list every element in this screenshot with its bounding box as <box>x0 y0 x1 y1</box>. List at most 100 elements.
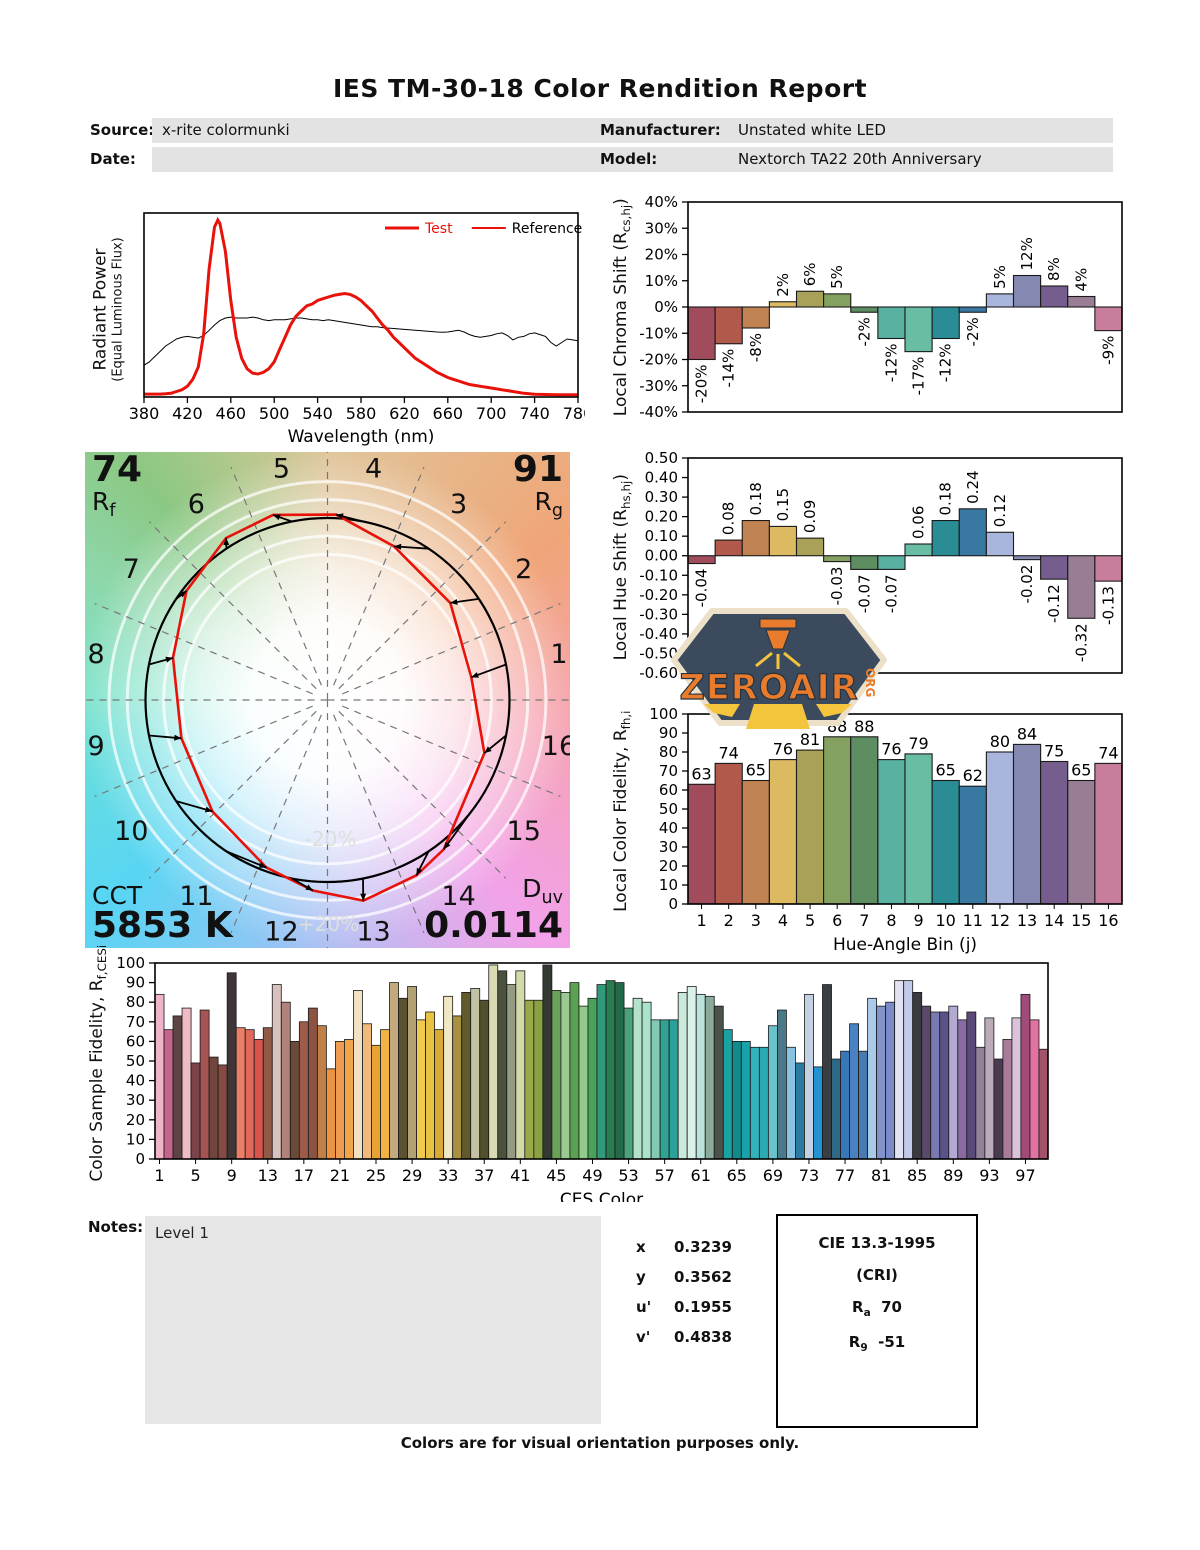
bar-69 <box>767 1025 778 1160</box>
svg-text:12%: 12% <box>1018 237 1036 270</box>
bar-1 <box>687 555 716 565</box>
footer-disclaimer: Colors are for visual orientation purpos… <box>400 1434 800 1452</box>
bar-89 <box>948 1005 959 1160</box>
svg-text:420: 420 <box>172 404 203 423</box>
bar-71 <box>786 1046 796 1160</box>
svg-text:-12%: -12% <box>937 344 955 383</box>
bar-80 <box>867 997 878 1160</box>
bar-7 <box>850 736 879 905</box>
bar-7 <box>850 555 879 570</box>
guide-circle <box>162 534 493 866</box>
bar-78 <box>849 1023 859 1160</box>
bar-86 <box>921 1005 932 1160</box>
svg-text:100: 100 <box>649 705 678 723</box>
bar-35 <box>461 992 472 1160</box>
svg-text:-17%: -17% <box>910 357 928 396</box>
svg-text:-0.03: -0.03 <box>828 567 846 606</box>
svg-text:740: 740 <box>519 404 550 423</box>
bar-79 <box>858 1050 868 1160</box>
svg-text:380: 380 <box>129 404 160 423</box>
page-title: IES TM-30-18 Color Rendition Report <box>332 74 868 103</box>
cri-title: CIE 13.3-1995 <box>818 1234 936 1252</box>
svg-text:33: 33 <box>438 1166 458 1185</box>
bar-92 <box>975 1046 986 1160</box>
svg-text:30: 30 <box>126 1091 145 1109</box>
svg-text:0.12: 0.12 <box>991 494 1009 527</box>
bar-70 <box>776 1009 787 1160</box>
bar-3 <box>741 306 770 329</box>
bar-56 <box>650 1019 661 1160</box>
bar-44 <box>542 964 553 1160</box>
bar-14 <box>1040 555 1069 580</box>
bin-label-1: 1 <box>550 639 567 670</box>
svg-text:540: 540 <box>302 404 333 423</box>
bar-6 <box>823 293 852 308</box>
svg-text:-0.10: -0.10 <box>639 566 678 584</box>
svg-text:63: 63 <box>691 764 711 783</box>
svg-text:65: 65 <box>936 761 956 780</box>
svg-text:84: 84 <box>1017 724 1037 743</box>
bar-5 <box>795 537 825 557</box>
bar-25 <box>371 1044 381 1160</box>
bar-10 <box>931 779 960 905</box>
svg-text:65: 65 <box>727 1166 747 1185</box>
svg-text:80: 80 <box>990 732 1010 751</box>
svg-text:-0.07: -0.07 <box>882 574 900 613</box>
svg-text:-0.13: -0.13 <box>1099 586 1117 625</box>
svg-text:85: 85 <box>907 1166 927 1185</box>
bar-15 <box>1067 779 1096 905</box>
bar-64 <box>722 1029 733 1160</box>
svg-text:500: 500 <box>259 404 290 423</box>
local-hue-shift-chart: -0.04 0.08 0.18 0.15 0.09 -0.03 -0.07 -0.07 0.06… <box>639 449 1123 682</box>
svg-text:81: 81 <box>800 730 820 749</box>
svg-text:41: 41 <box>510 1166 530 1185</box>
bin-label-13: 13 <box>356 916 390 947</box>
bar-54 <box>632 997 643 1160</box>
flashlight-icon <box>755 618 801 669</box>
bin-label-12: 12 <box>264 916 298 947</box>
bin-label-16: 16 <box>542 731 570 762</box>
svg-text:37: 37 <box>474 1166 494 1185</box>
bar-15 <box>1067 295 1096 308</box>
bar-13 <box>1012 743 1042 905</box>
bar-5 <box>795 290 825 308</box>
svg-text:100: 100 <box>116 954 145 972</box>
svg-text:-40%: -40% <box>639 403 678 421</box>
bar-73 <box>804 993 814 1160</box>
svg-text:12: 12 <box>990 911 1010 930</box>
svg-text:76: 76 <box>773 740 793 759</box>
bar-6 <box>823 555 852 563</box>
bar-13 <box>262 1027 273 1160</box>
plus20-label: +20% <box>298 912 359 936</box>
bar-16 <box>1094 306 1123 332</box>
manufacturer-label: Manufacturer: <box>600 121 721 139</box>
svg-text:-0.40: -0.40 <box>639 625 678 643</box>
ces-y-axis-label: Color Sample Fidelity, Rf,CESi <box>86 944 110 1182</box>
svg-text:-0.50: -0.50 <box>639 644 678 662</box>
bar-37 <box>479 999 490 1160</box>
svg-text:50: 50 <box>126 1052 145 1070</box>
bar-4 <box>181 1007 192 1160</box>
bar-12 <box>253 1039 264 1160</box>
bar-19 <box>316 1025 327 1160</box>
svg-text:-2%: -2% <box>855 317 873 346</box>
logo-beams <box>704 704 852 729</box>
svg-text:88: 88 <box>854 717 874 736</box>
bar-81 <box>876 1005 887 1160</box>
svg-text:0: 0 <box>135 1150 145 1168</box>
bar-14 <box>1040 285 1069 308</box>
r9-value: R9 -51 <box>848 1333 906 1354</box>
bar-1 <box>687 783 716 905</box>
svg-text:76: 76 <box>881 740 901 759</box>
svg-text:8: 8 <box>886 911 896 930</box>
svg-text:9: 9 <box>227 1166 237 1185</box>
bar-6 <box>199 1009 210 1160</box>
svg-text:-14%: -14% <box>720 349 738 388</box>
svg-text:74: 74 <box>719 743 739 762</box>
svg-text:70: 70 <box>126 1013 145 1031</box>
bar-39 <box>497 970 508 1160</box>
color-vector-graphic: 1 2 3 4 5 6 7 8 9 10 11 12 13 14 15 16 -20% +20% 74 Rf 91… <box>85 451 570 948</box>
bar-22 <box>344 1039 354 1160</box>
svg-text:0.18: 0.18 <box>937 482 955 515</box>
bar-90 <box>957 1019 968 1160</box>
